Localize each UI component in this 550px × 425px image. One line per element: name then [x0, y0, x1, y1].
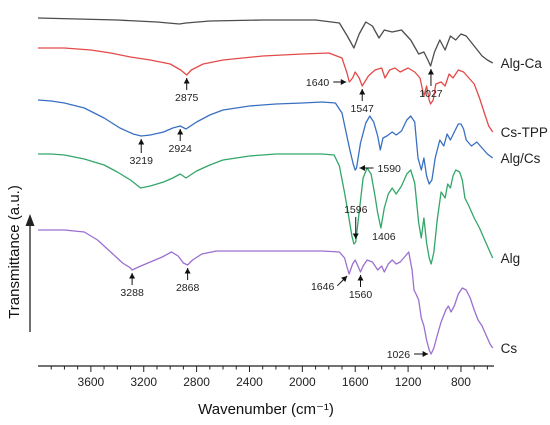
annotation-label: 1640: [306, 77, 330, 89]
annotation-label: 3288: [120, 287, 144, 299]
series-label-cs: Cs: [501, 341, 518, 356]
annotation-label: 1547: [351, 103, 375, 115]
series-line-alg-cs: [37, 99, 494, 185]
annotation-arrowhead-icon: [422, 351, 429, 357]
series-line-cs: [38, 229, 494, 355]
plot-area: Alg-Ca Cs-TPP Alg/Cs Alg Cs 1027 2875 1640 1547…: [37, 17, 548, 361]
annotation-label: 1560: [349, 289, 373, 301]
y-axis: Transmittance (a.u.): [6, 185, 35, 332]
series-label-alg-ca: Alg-Ca: [501, 56, 543, 71]
annotation-label: 1596: [344, 204, 368, 216]
annotation-label: 1590: [378, 163, 402, 175]
series-line-alg: [38, 153, 494, 265]
series-line-cs-tpp: [38, 47, 494, 133]
x-tick-label: 2800: [183, 375, 210, 389]
x-tick-label: 3200: [130, 375, 157, 389]
annotation-arrowhead-icon: [427, 69, 434, 75]
annotation-label: 3219: [130, 155, 154, 167]
annotation-label: 2875: [175, 92, 199, 104]
x-axis: 3600 3200 2800 2400 2000 1600 1200 800: [38, 365, 494, 389]
series-label-layer: Alg-Ca Cs-TPP Alg/Cs Alg Cs: [501, 56, 548, 356]
annotation-label: 1027: [419, 88, 443, 100]
series-layer: [37, 17, 494, 355]
annotation-label: 2868: [176, 282, 200, 294]
x-tick-label: 3600: [78, 375, 105, 389]
annotation-arrowhead-icon: [359, 89, 366, 95]
annotation-arrowhead-icon: [177, 129, 184, 135]
x-tick-label: 1600: [342, 375, 369, 389]
x-tick-label: 2400: [236, 375, 263, 389]
annotation-arrowhead-icon: [138, 139, 145, 145]
annotation-label: 1406: [372, 231, 396, 243]
x-tick-label: 2000: [289, 375, 316, 389]
annotation-arrowhead-icon: [129, 273, 136, 279]
series-line-alg-ca: [37, 17, 494, 67]
series-label-alg: Alg: [501, 251, 521, 266]
annotation-arrowhead-icon: [184, 268, 191, 274]
annotation-label: 1026: [387, 349, 411, 361]
annotation-arrowhead-icon: [183, 78, 190, 84]
annotation-label: 1646: [311, 281, 335, 293]
x-tick-label: 1200: [395, 375, 422, 389]
x-tick-label: 800: [451, 375, 471, 389]
annotation-arrowhead-icon: [340, 79, 347, 85]
x-axis-title: Wavenumber (cm⁻¹): [198, 401, 334, 418]
annotation-arrowhead-icon: [341, 276, 348, 283]
series-label-alg-cs: Alg/Cs: [501, 151, 541, 166]
y-axis-title: Transmittance (a.u.): [6, 185, 23, 319]
annotation-layer: 1027 2875 1640 1547 3219 1590 2924 1596 1406 3288…: [120, 69, 443, 361]
series-label-cs-tpp: Cs-TPP: [501, 125, 548, 140]
x-ticks: 3600 3200 2800 2400 2000 1600 1200 800: [50, 366, 488, 389]
annotation-label: 2924: [169, 143, 193, 155]
y-axis-arrow-icon: [25, 214, 35, 226]
annotation-arrowhead-icon: [359, 165, 366, 171]
annotation-arrowhead-icon: [352, 233, 359, 239]
annotation-arrowhead-icon: [357, 275, 364, 281]
